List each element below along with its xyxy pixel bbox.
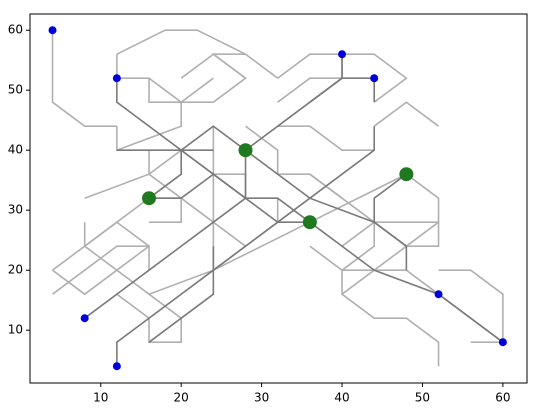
point bbox=[399, 167, 414, 182]
edge bbox=[51, 30, 117, 127]
edge bbox=[341, 221, 439, 247]
x-tick-label: 10 bbox=[93, 391, 108, 405]
edge bbox=[373, 173, 407, 247]
edge bbox=[52, 221, 150, 271]
edge bbox=[309, 77, 376, 103]
x-tick-label: 20 bbox=[174, 391, 189, 405]
y-tick-label: 30 bbox=[8, 203, 23, 217]
edge bbox=[116, 102, 182, 152]
edge bbox=[116, 125, 247, 151]
edge bbox=[84, 150, 247, 319]
point bbox=[302, 215, 317, 230]
edge bbox=[148, 77, 214, 103]
point bbox=[370, 74, 379, 83]
edge bbox=[277, 125, 375, 151]
edge bbox=[148, 173, 407, 295]
point bbox=[112, 74, 121, 83]
edge bbox=[341, 270, 440, 367]
edge bbox=[148, 149, 214, 199]
x-tick-label: 30 bbox=[254, 391, 269, 405]
point bbox=[238, 143, 253, 158]
y-tick-label: 60 bbox=[8, 23, 23, 37]
y-tick-label: 40 bbox=[8, 143, 23, 157]
x-tick-label: 60 bbox=[495, 391, 510, 405]
y-tick-label: 20 bbox=[8, 263, 23, 277]
edge bbox=[405, 173, 440, 247]
axes-frame bbox=[29, 13, 528, 384]
y-tick-label: 10 bbox=[8, 323, 23, 337]
x-tick-label: 40 bbox=[334, 391, 349, 405]
edge bbox=[438, 269, 504, 344]
point bbox=[498, 338, 507, 347]
y-tick-label: 50 bbox=[8, 83, 23, 97]
edge bbox=[180, 53, 247, 79]
edge bbox=[116, 29, 279, 79]
edge bbox=[309, 221, 504, 343]
x-tick-label: 50 bbox=[415, 391, 430, 405]
edge bbox=[149, 173, 310, 223]
point bbox=[338, 50, 347, 59]
edge bbox=[309, 173, 376, 272]
point bbox=[142, 191, 157, 206]
edge bbox=[277, 53, 408, 103]
edge bbox=[373, 101, 440, 127]
point bbox=[434, 290, 443, 299]
edge bbox=[148, 246, 215, 343]
point bbox=[80, 314, 89, 323]
point bbox=[48, 26, 57, 35]
point bbox=[112, 362, 121, 371]
